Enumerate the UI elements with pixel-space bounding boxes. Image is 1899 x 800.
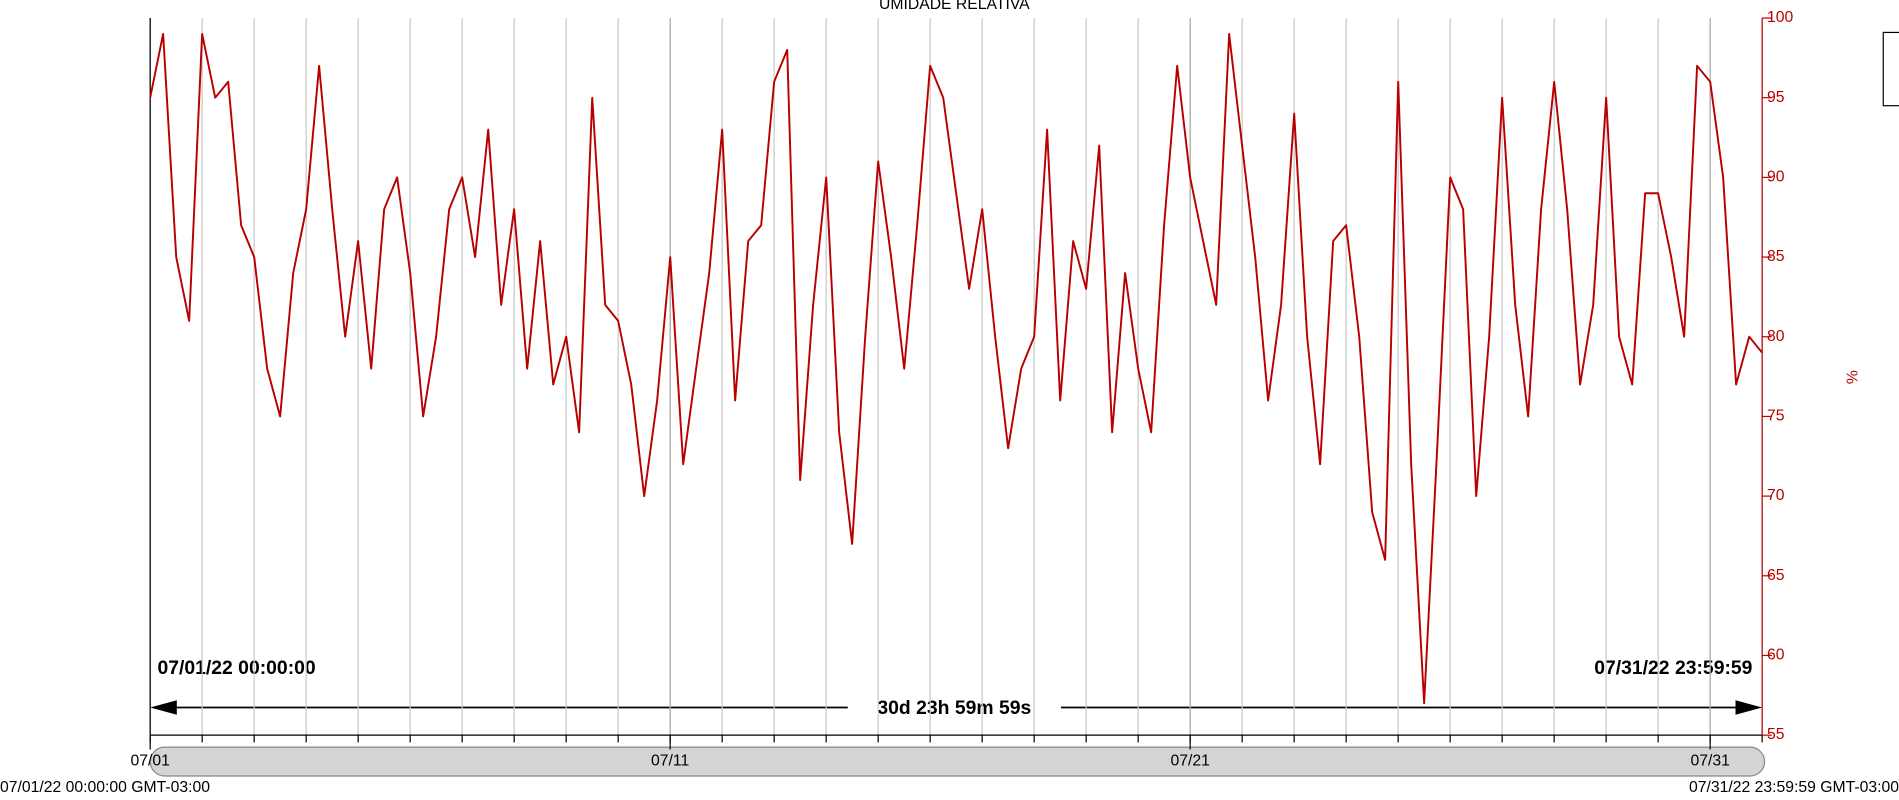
y-tick-label: 90 <box>1767 169 1785 186</box>
y-tick-label: 95 <box>1767 89 1785 106</box>
data-line <box>149 33 1763 705</box>
y-tick-label: 75 <box>1767 408 1785 425</box>
footer-right: 07/31/22 23:59:59 GMT-03:00 <box>1689 779 1899 796</box>
x-tick-label: 07/11 <box>651 753 689 770</box>
arrow-right <box>1735 700 1763 715</box>
footer-left: 07/01/22 00:00:00 GMT-03:00 <box>0 779 210 796</box>
end-label: 07/31/22 23:59:59 <box>1594 658 1752 679</box>
y-tick-label: 65 <box>1767 567 1785 584</box>
duration-bg <box>847 695 1061 720</box>
y-tick-label: 85 <box>1767 248 1785 265</box>
x-tick-label: 07/21 <box>1170 753 1209 770</box>
y-tick-label: 70 <box>1767 487 1785 504</box>
y-tick-label: 100 <box>1767 9 1794 26</box>
time-scrollbar[interactable] <box>149 746 1766 777</box>
y-axis-label: % <box>1842 370 1859 384</box>
y-tick-label: 60 <box>1767 647 1785 664</box>
chart-title: UMIDADE RELATIVA <box>879 0 1030 13</box>
start-label: 07/01/22 00:00:00 <box>157 658 315 679</box>
y-tick-label: 55 <box>1767 726 1785 743</box>
y-tick-label: 80 <box>1767 328 1785 345</box>
arrow-left <box>150 700 177 715</box>
legend-box <box>1882 31 1899 107</box>
x-tick-label: 07/01 <box>130 753 169 770</box>
x-tick-label: 07/31 <box>1690 753 1729 770</box>
duration-label: 30d 23h 59m 59s <box>877 698 1031 719</box>
